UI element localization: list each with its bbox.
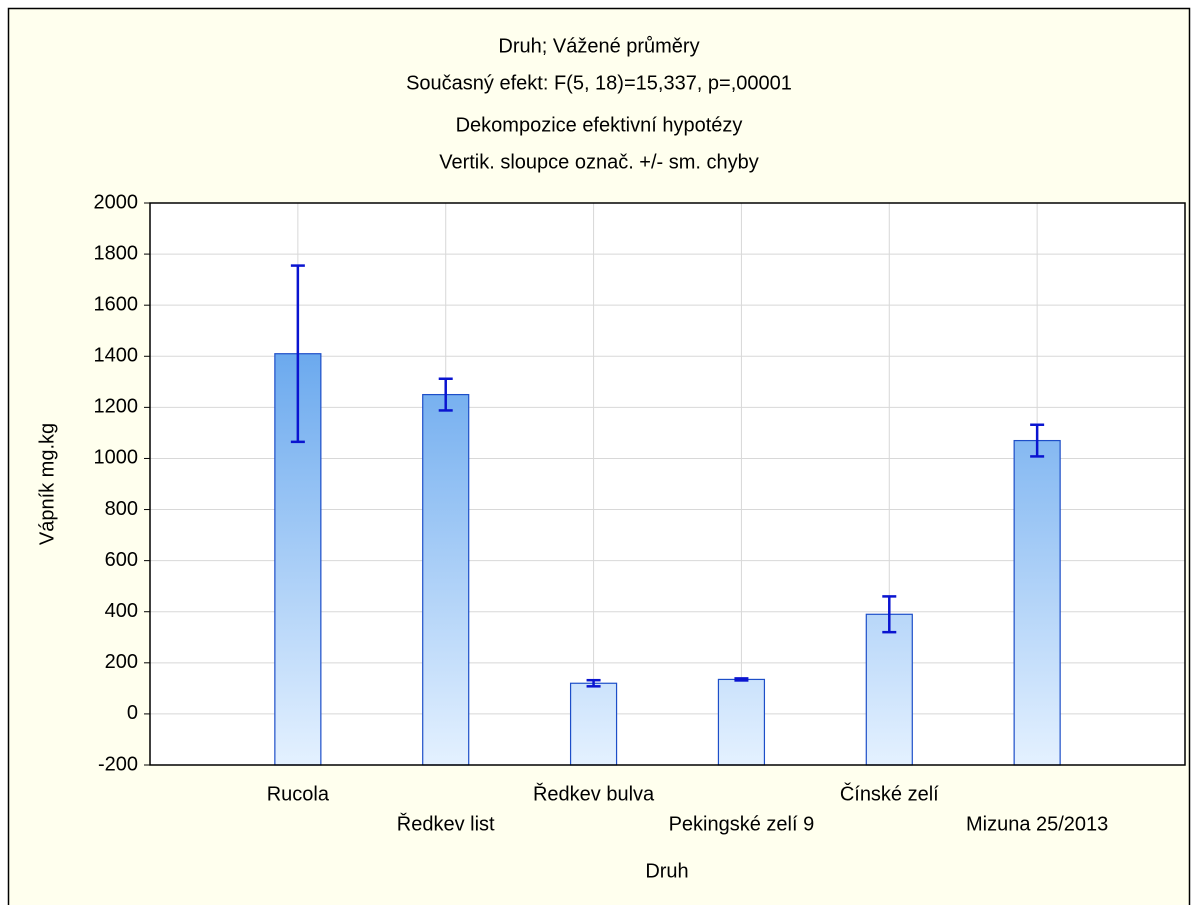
y-tick-label: 800 <box>105 498 138 520</box>
bar <box>717 678 766 766</box>
y-tick-label: 1400 <box>94 345 139 367</box>
y-tick-label: 0 <box>127 702 138 724</box>
x-tick-label: Čínské zelí <box>840 782 939 805</box>
x-axis-title: Druh <box>645 860 688 882</box>
y-tick-label: 600 <box>105 549 138 571</box>
bar <box>569 682 618 766</box>
bar <box>1013 439 1061 766</box>
y-tick-label: 1600 <box>94 293 139 315</box>
x-tick-label: Mizuna 25/2013 <box>966 813 1108 835</box>
plot-border <box>149 202 1186 766</box>
x-tick-label: Pekingské zelí 9 <box>669 813 815 835</box>
y-axis-title: Vápník mg.kg <box>36 423 58 545</box>
chart-subtitle: Současný efekt: F(5, 18)=15,337, p=,0000… <box>406 72 792 94</box>
bar <box>422 393 470 766</box>
chart-subtitle: Dekompozice efektivní hypotézy <box>456 114 743 136</box>
y-tick-label: 1000 <box>94 447 139 469</box>
x-tick-label: Ředkev list <box>397 812 495 835</box>
x-tick-label: Rucola <box>267 783 330 805</box>
bar <box>865 613 913 766</box>
y-tick-label: -200 <box>98 753 138 775</box>
y-tick-label: 1200 <box>94 396 139 418</box>
y-tick-label: 400 <box>105 600 138 622</box>
y-tick-label: 2000 <box>94 191 139 213</box>
chart-subtitle: Vertik. sloupce označ. +/- sm. chyby <box>439 151 759 173</box>
chart-title: Druh; Vážené průměry <box>498 35 699 57</box>
y-tick-label: 1800 <box>94 242 139 264</box>
plot-area <box>150 203 1185 765</box>
x-tick-label: Ředkev bulva <box>533 782 655 805</box>
y-tick-label: 200 <box>105 651 138 673</box>
